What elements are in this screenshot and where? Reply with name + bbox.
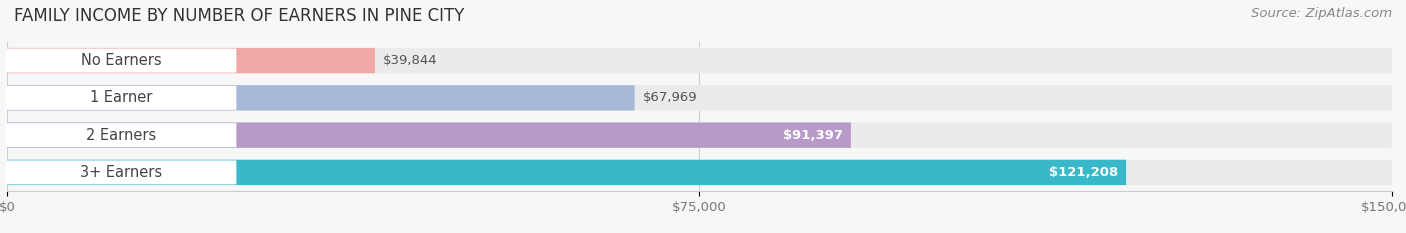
Text: $121,208: $121,208: [1049, 166, 1118, 179]
FancyBboxPatch shape: [7, 49, 236, 72]
FancyBboxPatch shape: [7, 160, 1392, 185]
FancyBboxPatch shape: [7, 48, 375, 73]
Text: 1 Earner: 1 Earner: [90, 90, 152, 105]
FancyBboxPatch shape: [7, 123, 851, 148]
FancyBboxPatch shape: [7, 85, 1392, 110]
FancyBboxPatch shape: [7, 124, 236, 146]
FancyBboxPatch shape: [7, 123, 1392, 148]
Text: FAMILY INCOME BY NUMBER OF EARNERS IN PINE CITY: FAMILY INCOME BY NUMBER OF EARNERS IN PI…: [14, 7, 464, 25]
Text: No Earners: No Earners: [82, 53, 162, 68]
Text: Source: ZipAtlas.com: Source: ZipAtlas.com: [1251, 7, 1392, 20]
FancyBboxPatch shape: [7, 161, 236, 184]
FancyBboxPatch shape: [7, 87, 236, 109]
FancyBboxPatch shape: [7, 48, 1392, 73]
FancyBboxPatch shape: [7, 160, 1126, 185]
Text: $67,969: $67,969: [643, 91, 697, 104]
Text: 3+ Earners: 3+ Earners: [80, 165, 162, 180]
FancyBboxPatch shape: [7, 85, 634, 110]
Text: 2 Earners: 2 Earners: [86, 128, 156, 143]
Text: $91,397: $91,397: [783, 129, 842, 142]
Text: $39,844: $39,844: [384, 54, 437, 67]
